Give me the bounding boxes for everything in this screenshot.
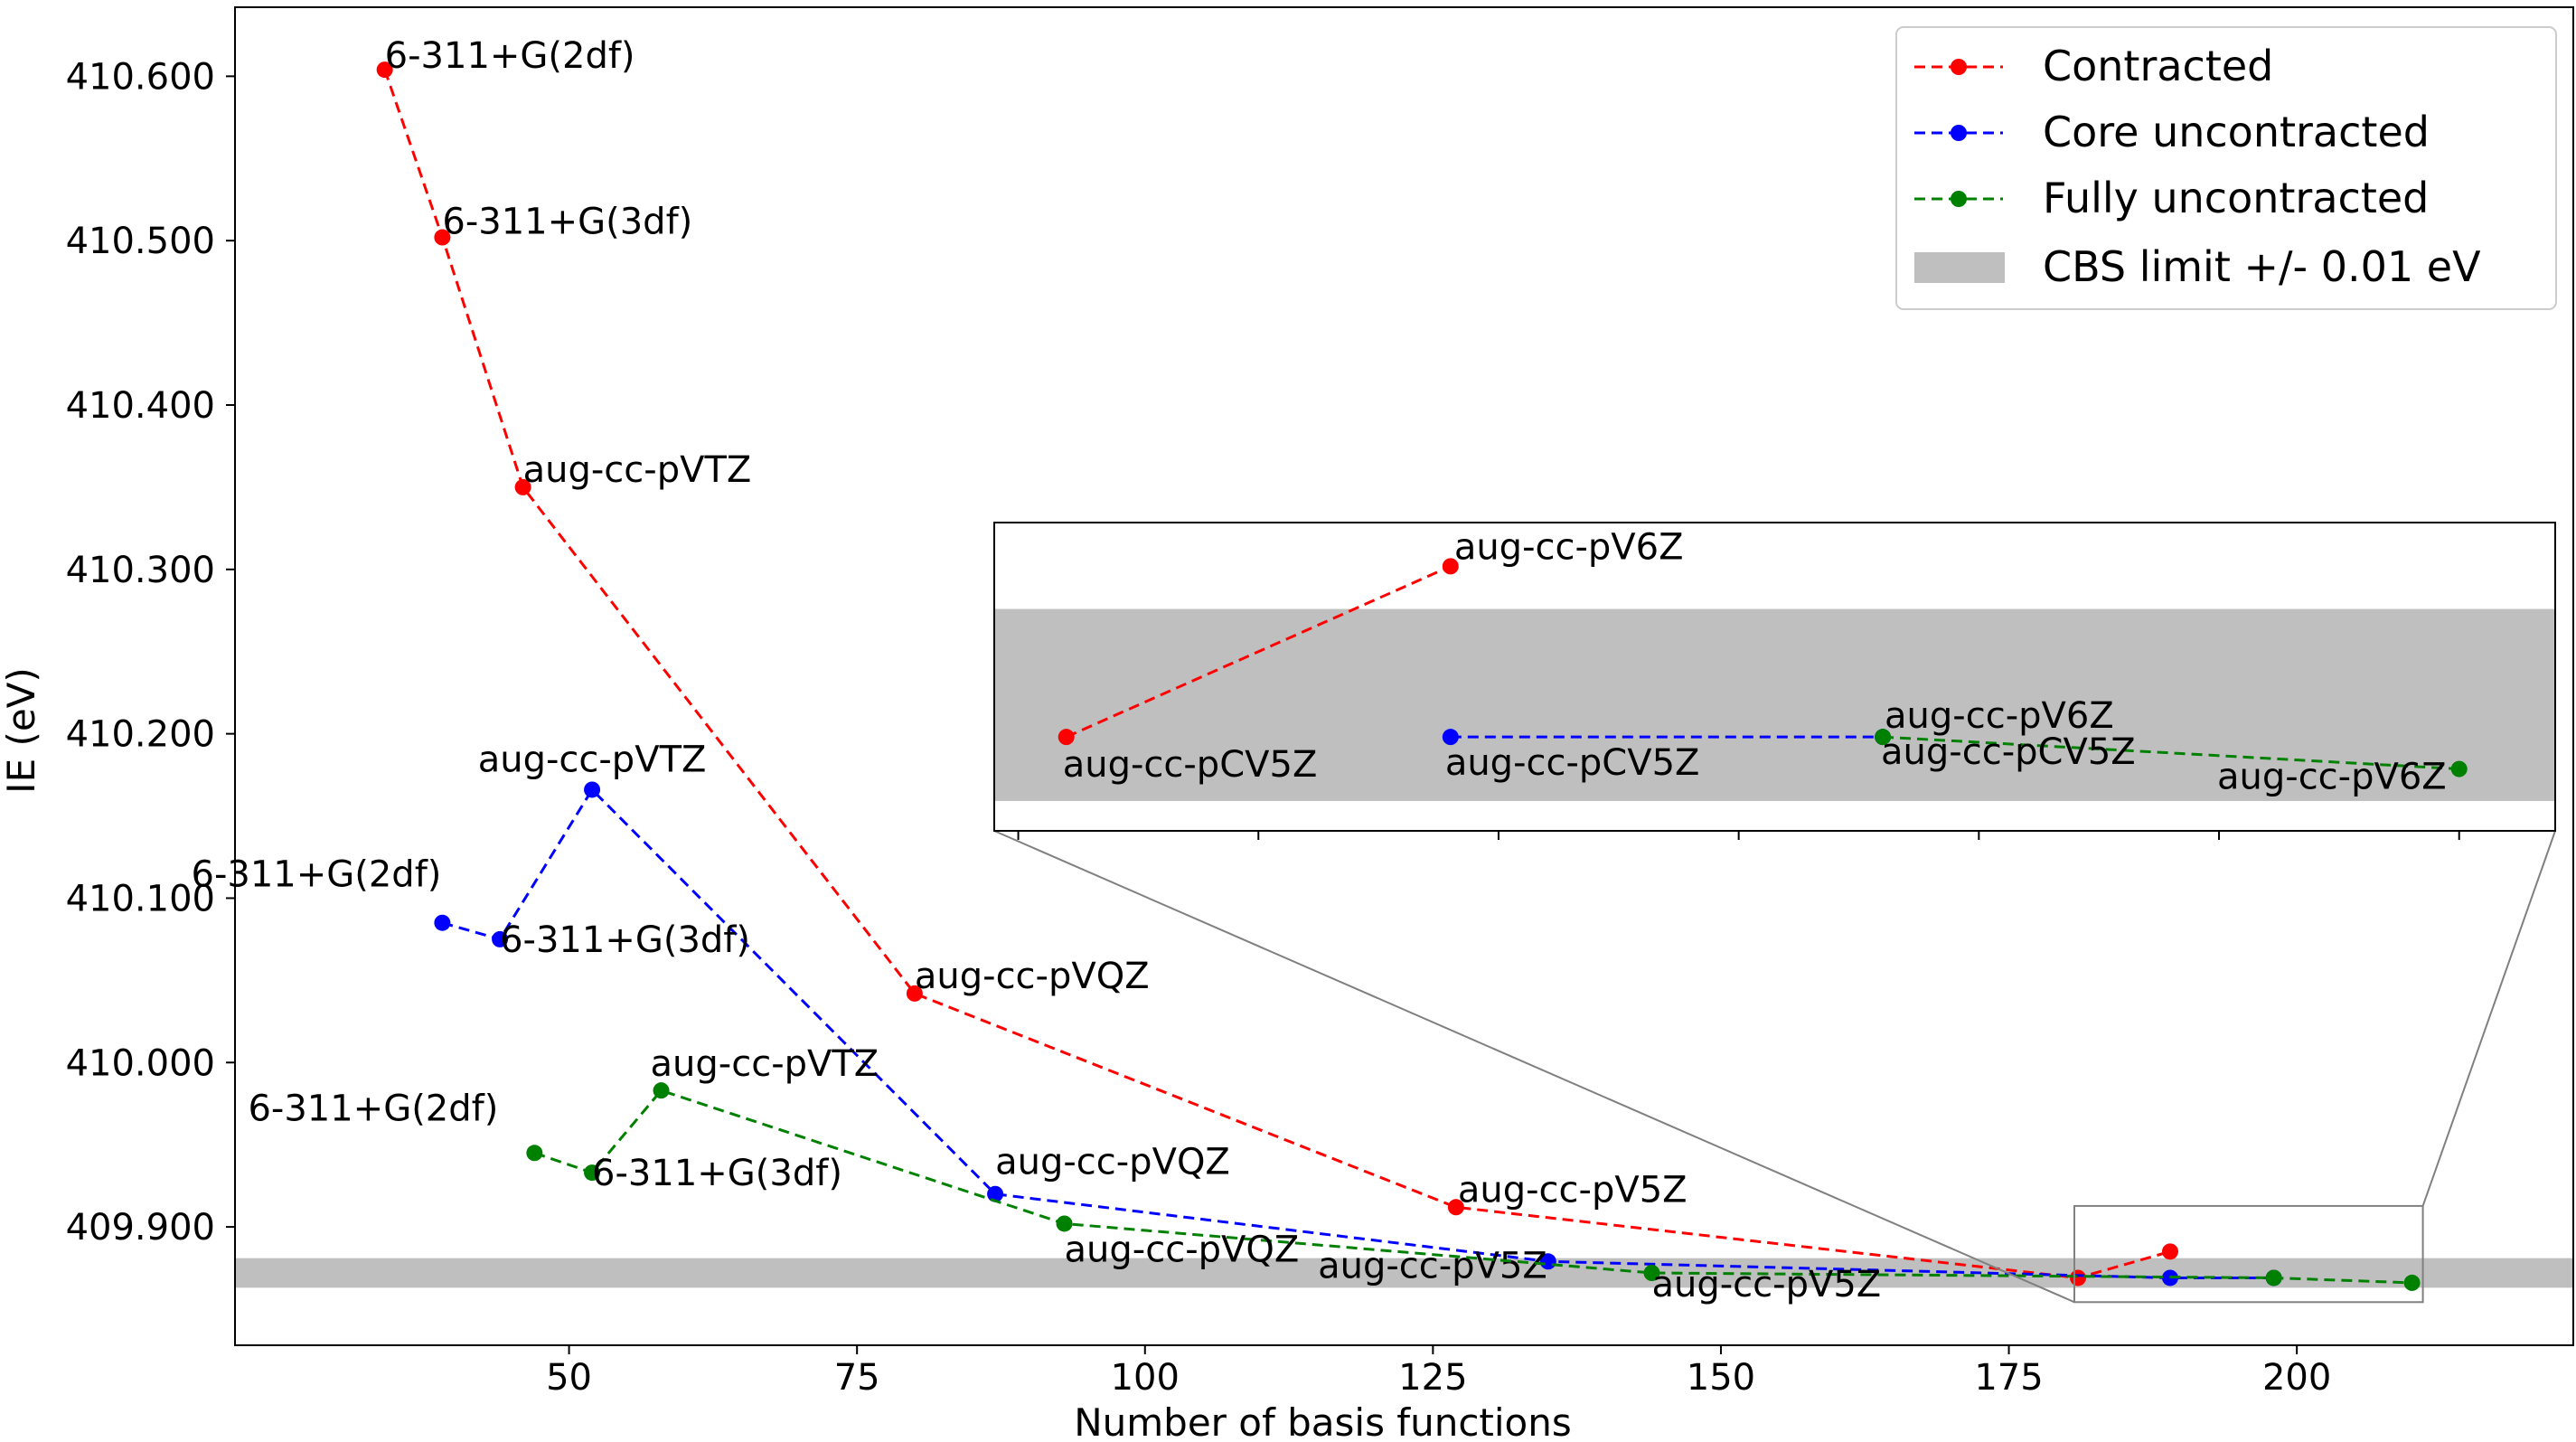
- point-label: aug-cc-pVQZ: [915, 956, 1150, 997]
- inset-connector: [993, 830, 2075, 1304]
- inset-point-label: aug-cc-pV6Z: [1885, 695, 2114, 737]
- data-point: [2161, 1243, 2178, 1260]
- data-point: [376, 61, 393, 79]
- x-tick-label: 75: [834, 1357, 880, 1399]
- inset-data-point: [2450, 760, 2468, 778]
- inset-point-label: aug-cc-pV6Z: [1454, 526, 1684, 568]
- inset-frame: [993, 522, 2556, 832]
- point-label: 6-311+G(3df): [592, 1153, 842, 1194]
- cbs-band: [235, 1258, 2573, 1288]
- y-tick-label: 410.100: [66, 878, 215, 919]
- data-point: [584, 781, 601, 798]
- legend-band-swatch: [1914, 252, 2005, 283]
- inset-data-point: [1058, 729, 1075, 746]
- inset-point-label: aug-cc-pV6Z: [2217, 757, 2447, 798]
- point-label: aug-cc-pVTZ: [651, 1043, 879, 1085]
- inset-connector: [2421, 830, 2556, 1207]
- inset-data-point: [1442, 558, 1459, 575]
- inset-point-label: aug-cc-pCV5Z: [1445, 742, 1700, 784]
- point-label: aug-cc-pV5Z: [1318, 1245, 1547, 1286]
- data-point: [2070, 1269, 2087, 1286]
- x-axis-label: Number of basis functions: [1074, 1400, 1572, 1442]
- x-tick-label: 150: [1687, 1357, 1755, 1399]
- data-point: [492, 930, 509, 947]
- y-tick-label: 410.600: [66, 56, 215, 98]
- x-tick-label: 50: [546, 1357, 592, 1399]
- inset-series-line-2: [1882, 735, 2459, 771]
- legend-marker-0: [1951, 59, 1967, 75]
- legend-label-2: Fully uncontracted: [2043, 174, 2429, 222]
- point-label: 6-311+G(3df): [442, 202, 692, 243]
- legend-label-0: Contracted: [2043, 42, 2273, 90]
- x-tick-label: 175: [1974, 1357, 2043, 1399]
- inset-cbs-band: [994, 608, 2555, 801]
- y-tick-label: 410.300: [66, 550, 215, 591]
- y-tick-label: 410.200: [66, 714, 215, 756]
- point-label: 6-311+G(2df): [248, 1088, 498, 1129]
- data-point: [2265, 1269, 2282, 1286]
- inset-data-point: [1442, 729, 1459, 746]
- data-point: [2403, 1274, 2421, 1291]
- y-tick-label: 409.900: [66, 1207, 215, 1249]
- y-tick-label: 410.400: [66, 385, 215, 427]
- point-label: aug-cc-pV5Z: [1458, 1169, 1688, 1211]
- data-point: [584, 1164, 601, 1182]
- zoom-region: [2073, 1204, 2424, 1304]
- point-label: 6-311+G(2df): [192, 854, 442, 896]
- x-tick-label: 100: [1111, 1357, 1180, 1399]
- data-point: [434, 229, 451, 246]
- legend-label-1: Core uncontracted: [2043, 108, 2430, 156]
- y-axis-label: IE (eV): [0, 667, 43, 794]
- data-point: [1643, 1265, 1660, 1281]
- inset-point-label: aug-cc-pCV5Z: [1063, 744, 1318, 786]
- data-point: [1447, 1199, 1464, 1216]
- series-line-1: [441, 787, 2274, 1279]
- legend-label-band: CBS limit +/- 0.01 eV: [2043, 242, 2481, 291]
- data-point: [526, 1145, 543, 1162]
- data-point: [906, 985, 923, 1002]
- inset-series-line-0: [1066, 565, 1452, 739]
- data-point: [434, 914, 451, 931]
- x-tick-label: 200: [2262, 1357, 2331, 1399]
- point-label: aug-cc-pVQZ: [1065, 1229, 1300, 1270]
- data-point: [1056, 1215, 1073, 1232]
- point-label: aug-cc-pVQZ: [995, 1142, 1230, 1183]
- inset-point-label: aug-cc-pCV5Z: [1881, 731, 2136, 773]
- point-label: aug-cc-pVTZ: [523, 449, 752, 491]
- x-tick-label: 125: [1398, 1357, 1467, 1399]
- legend-box: [1895, 26, 2557, 310]
- data-point: [514, 478, 531, 495]
- point-label: 6-311+G(2df): [385, 35, 635, 77]
- inset-data-point: [1875, 729, 1892, 746]
- y-tick-label: 410.000: [66, 1042, 215, 1084]
- point-label: aug-cc-pVTZ: [478, 739, 707, 780]
- point-label: 6-311+G(3df): [500, 919, 750, 961]
- legend-marker-1: [1951, 125, 1967, 141]
- data-point: [653, 1082, 670, 1099]
- plot-frame: [234, 6, 2574, 1346]
- point-label: aug-cc-pV5Z: [1651, 1264, 1881, 1305]
- y-tick-label: 410.500: [66, 221, 215, 262]
- legend-marker-2: [1951, 191, 1967, 207]
